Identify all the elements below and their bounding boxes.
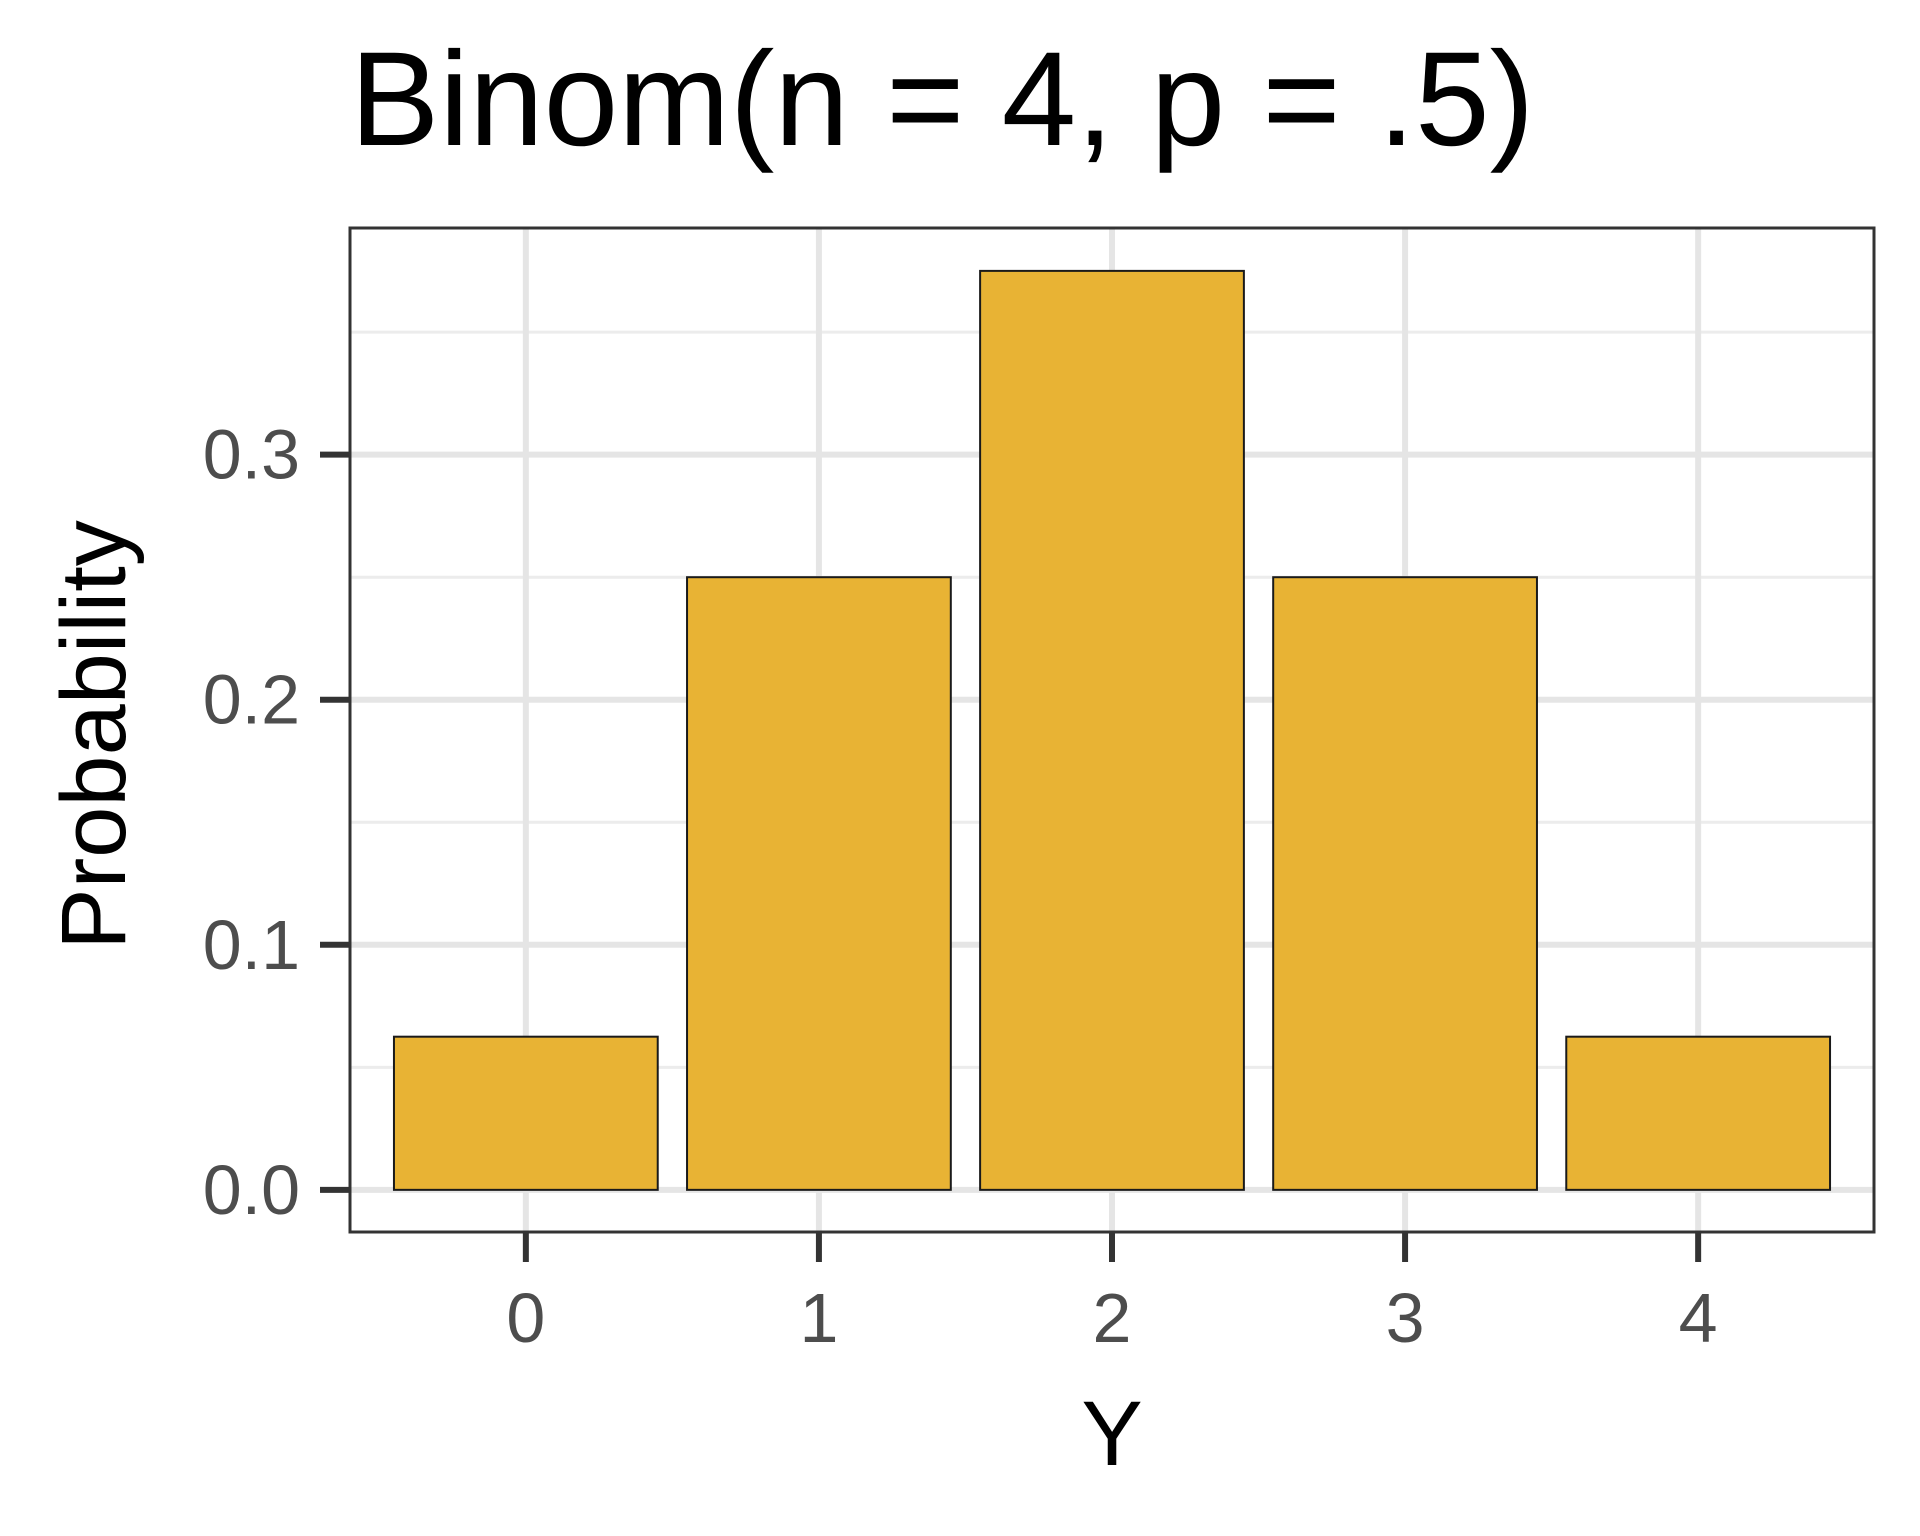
bar-4: [1565, 1035, 1832, 1191]
x-axis-title: Y: [1081, 1383, 1142, 1485]
x-axis-ticks: 0 1 2 3 4: [506, 1232, 1718, 1357]
x-tick-label: 4: [1679, 1279, 1718, 1357]
y-axis-ticks: 0.0 0.1 0.2 0.3: [203, 416, 350, 1229]
chart-title: Binom(n = 4, p = .5): [350, 25, 1534, 174]
x-tick-label: 1: [799, 1279, 838, 1357]
x-tick-label: 2: [1093, 1279, 1132, 1357]
bar-1: [686, 576, 952, 1191]
y-tick-label: 0.2: [203, 661, 300, 739]
x-tick-label: 3: [1386, 1279, 1425, 1357]
bar-0: [392, 1035, 659, 1191]
bars: [392, 269, 1832, 1191]
bar-3: [1272, 576, 1538, 1191]
y-tick-label: 0.3: [203, 416, 300, 494]
y-tick-label: 0.1: [203, 906, 300, 984]
y-axis-title: Probability: [43, 520, 145, 950]
y-tick-label: 0.0: [203, 1151, 300, 1229]
x-tick-label: 0: [506, 1279, 545, 1357]
bar-2: [979, 269, 1245, 1191]
